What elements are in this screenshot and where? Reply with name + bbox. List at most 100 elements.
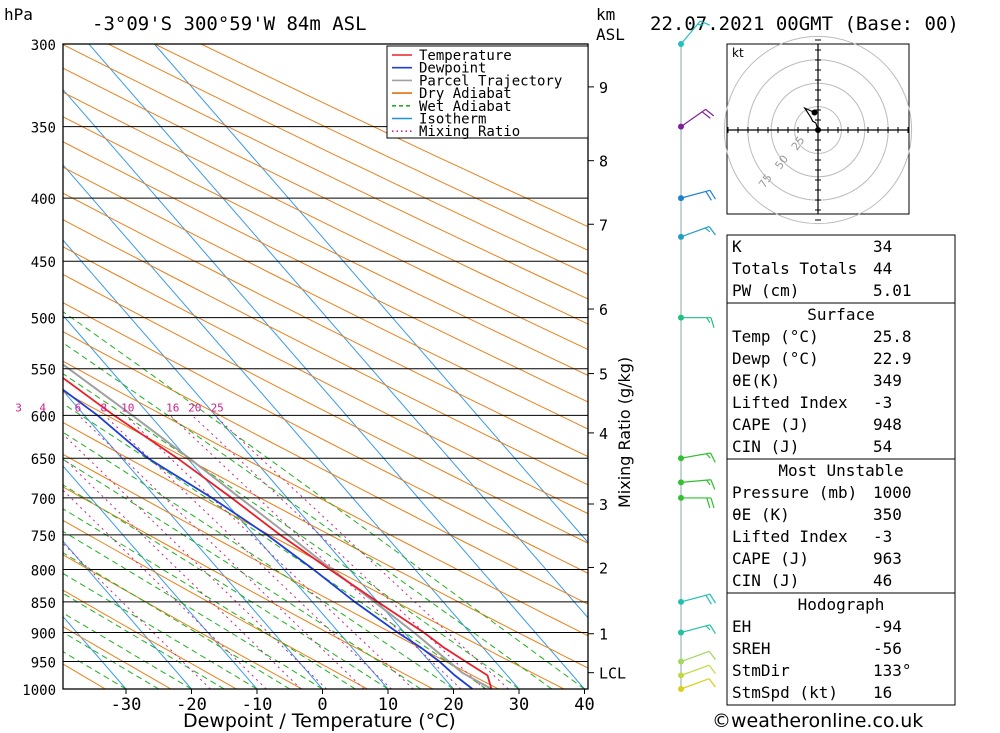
isotherm-line xyxy=(63,389,323,689)
indices-label: K xyxy=(732,237,742,256)
indices-value: 44 xyxy=(873,259,892,278)
mixing-ratio-label: 16 xyxy=(166,401,179,414)
pressure-tick-label: 700 xyxy=(31,492,56,508)
indices-section-title: Most Unstable xyxy=(778,461,903,480)
indices-label: CAPE (J) xyxy=(732,415,809,434)
hpa-label: hPa xyxy=(4,5,33,24)
wind-barb xyxy=(678,650,716,665)
indices-value: -56 xyxy=(873,639,902,658)
wind-barb xyxy=(678,624,716,636)
indices-value: 349 xyxy=(873,371,902,390)
indices-section-title: Surface xyxy=(807,305,874,324)
mixing-ratio-label: 6 xyxy=(75,401,82,414)
wet-adiabat-line xyxy=(63,311,585,689)
dry-adiabat-line xyxy=(63,453,499,689)
wind-barb xyxy=(678,479,716,490)
indices-value: 963 xyxy=(873,549,902,568)
km-tick-label: 1 xyxy=(599,626,608,644)
isotherm-line xyxy=(88,44,588,619)
indices-label: Temp (°C) xyxy=(732,327,819,346)
location-title: -3°09'S 300°59'W 84m ASL xyxy=(92,13,367,35)
indices-section xyxy=(726,302,956,460)
indices-value: 133° xyxy=(873,661,912,680)
x-tick-label: -20 xyxy=(176,695,207,715)
pressure-tick-label: 850 xyxy=(31,596,56,612)
isotherm-line xyxy=(63,314,389,689)
indices-label: StmSpd (kt) xyxy=(732,683,838,702)
dry-adiabat-line xyxy=(200,44,588,228)
hodograph-trace xyxy=(803,106,819,131)
isotherm-line xyxy=(153,44,588,544)
dry-adiabat-line xyxy=(63,67,588,325)
x-tick-label: -30 xyxy=(111,695,142,715)
dry-adiabat-line xyxy=(63,116,588,377)
indices-value: -3 xyxy=(873,393,892,412)
indices-value: 34 xyxy=(873,237,892,256)
indices-label: CAPE (J) xyxy=(732,549,809,568)
axes: 3003504004505005506006507007508008509009… xyxy=(22,38,626,715)
wet-adiabat-line xyxy=(63,631,160,689)
mixing-ratio-label: 10 xyxy=(121,401,134,414)
indices-value: -94 xyxy=(873,617,902,636)
km-tick-label: 7 xyxy=(599,216,608,234)
wind-barb xyxy=(678,664,716,679)
indices-value: 22.9 xyxy=(873,349,912,368)
dry-adiabat-line xyxy=(63,141,588,403)
website-credit: ©weatheronline.co.uk xyxy=(712,710,924,732)
dry-adiabat-line xyxy=(108,44,588,275)
wind-barb xyxy=(678,452,716,463)
isotherm-line xyxy=(63,239,454,689)
legend-label: Temperature xyxy=(419,48,512,64)
mixing-ratio-axis-label: Mixing Ratio (g/kg) xyxy=(615,357,634,508)
km-tick-label: 5 xyxy=(599,366,608,384)
indices-label: CIN (J) xyxy=(732,571,799,590)
wind-barb xyxy=(678,494,715,509)
pressure-tick-label: 650 xyxy=(31,452,56,468)
wind-barb xyxy=(678,314,715,328)
datetime: 22.07.2021 00GMT (Base: 00) xyxy=(650,13,959,35)
x-tick-label: 40 xyxy=(574,695,594,715)
isotherm-line xyxy=(63,164,520,689)
dry-adiabat-line xyxy=(63,44,588,300)
km-tick-label: LCL xyxy=(599,665,626,683)
indices-section xyxy=(726,592,956,706)
indices-label: θE(K) xyxy=(732,371,780,390)
wind-barb xyxy=(678,678,716,692)
indices-value: 46 xyxy=(873,571,892,590)
indices-section xyxy=(726,234,956,304)
mixing-ratio-label: 8 xyxy=(101,401,108,414)
x-tick-label: 20 xyxy=(443,695,463,715)
km-tick-label: 4 xyxy=(599,425,608,443)
mixing-ratio-line xyxy=(214,414,509,689)
legend-label: Mixing Ratio xyxy=(419,124,520,140)
wet-adiabat-line xyxy=(63,592,225,689)
wet-adiabat-line xyxy=(63,342,553,689)
pressure-tick-label: 350 xyxy=(31,121,56,137)
mixing-ratio-line xyxy=(191,414,485,689)
indices-label: θE (K) xyxy=(732,505,790,524)
pressure-tick-label: 750 xyxy=(31,529,56,545)
indices-value: 350 xyxy=(873,505,902,524)
mixing-ratio-line xyxy=(104,414,392,689)
indices-label: CIN (J) xyxy=(732,437,799,456)
indices-section xyxy=(726,458,956,594)
indices-label: StmDir xyxy=(732,661,790,680)
dry-adiabat-line xyxy=(63,486,434,689)
mixing-ratio-labels: 12346810162025 xyxy=(15,401,224,414)
legend-label: Dry Adiabat xyxy=(419,86,512,102)
x-tick-label: 30 xyxy=(509,695,529,715)
pressure-tick-label: 800 xyxy=(31,563,56,579)
indices-label: Totals Totals xyxy=(732,259,857,278)
indices-value: -3 xyxy=(873,527,892,546)
wet-adiabat-line xyxy=(63,373,520,689)
asl-label: ASL xyxy=(596,25,625,44)
dry-adiabat-line xyxy=(63,554,303,689)
mixing-ratio-line xyxy=(63,457,302,689)
indices-value: 948 xyxy=(873,415,902,434)
dry-adiabat-line xyxy=(63,421,565,689)
indices-section-title: Hodograph xyxy=(798,595,885,614)
wind-barb xyxy=(678,108,715,130)
indices-value: 1000 xyxy=(873,483,912,502)
x-tick-label: 10 xyxy=(378,695,398,715)
